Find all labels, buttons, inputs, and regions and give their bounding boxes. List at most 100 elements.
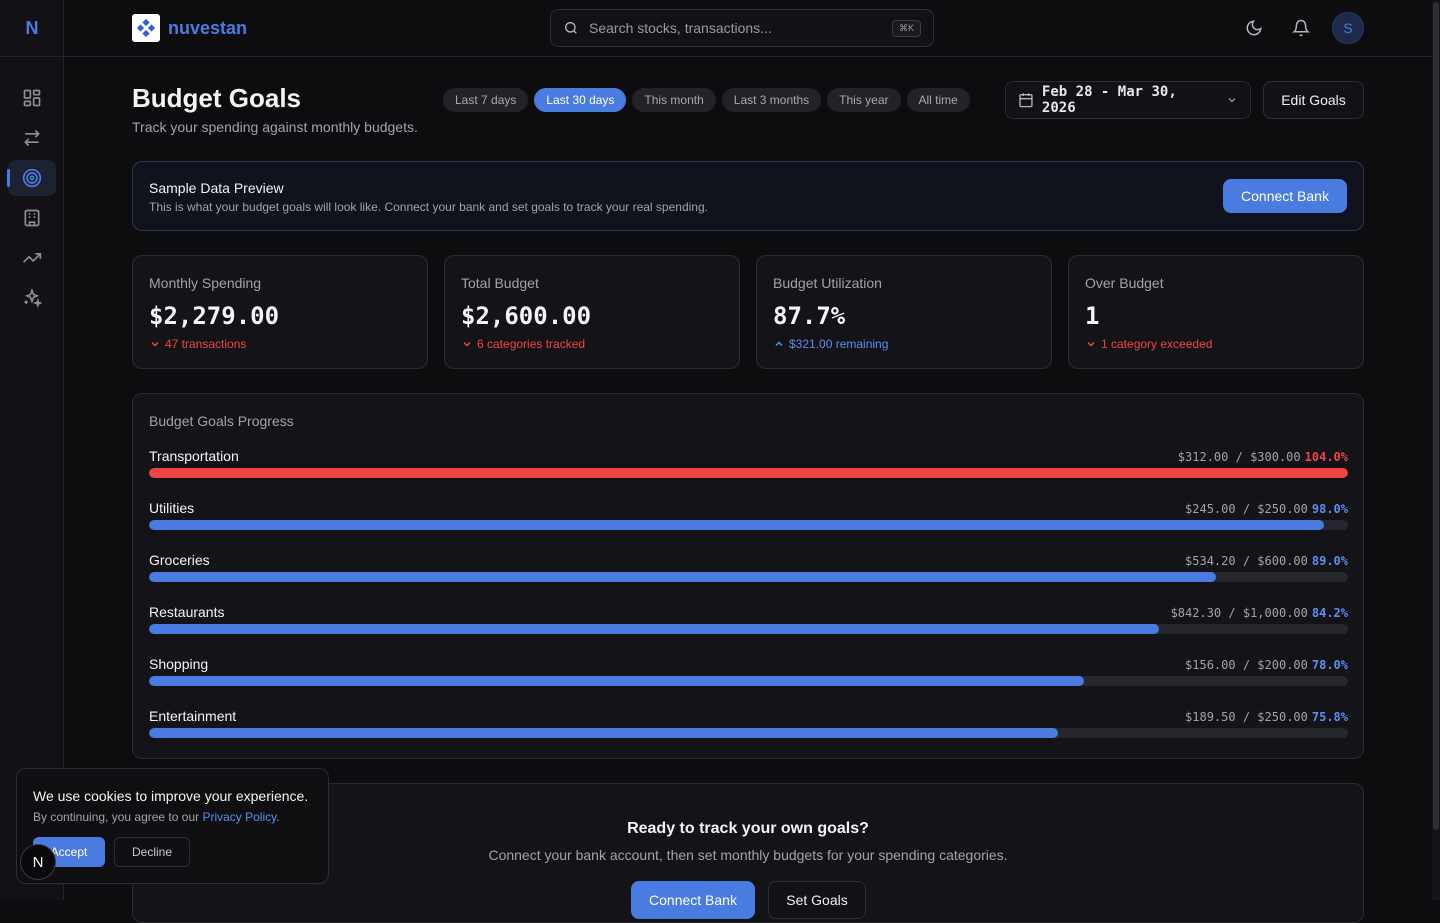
assistant-button[interactable]: N [20,844,56,880]
dashboard-icon [23,89,41,107]
goal-spent: $189.50 [1185,710,1236,724]
goal-amounts: $189.50 / $250.00 75.8% [1185,710,1348,724]
goal-percent: 98.0% [1311,502,1348,516]
stat-label: Monthly Spending [149,275,262,291]
transfer-icon [24,129,40,147]
goal-percent: 104.0% [1304,450,1348,464]
range-last-7-days[interactable]: Last 7 days [443,88,529,112]
progress-fill [149,676,1085,686]
sample-data-banner: Sample Data Preview This is what your bu… [132,161,1364,231]
brand-name: nuvestan [168,17,248,38]
stat-meta: 1 category exceeded [1085,337,1212,351]
goal-row: Utilities $245.00 / $250.00 98.0% [149,500,1348,540]
stat-label: Budget Utilization [773,275,882,291]
decline-cookies-button[interactable]: Decline [114,837,190,867]
edit-goals-button[interactable]: Edit Goals [1263,81,1364,119]
sidebar-item-dashboard[interactable] [8,80,56,116]
progress-fill [149,468,1348,478]
date-range-picker[interactable]: Feb 28 - Mar 30, 2026 [1005,81,1251,119]
chevron-down-icon [1228,98,1236,103]
rail-logo[interactable]: N [0,0,64,57]
range-last-30-days[interactable]: Last 30 days [534,88,627,112]
sidebar-item-accounts[interactable] [8,200,56,236]
avatar[interactable]: S [1332,12,1364,44]
brand[interactable]: nuvestan [132,14,247,42]
connect-bank-button[interactable]: Connect Bank [1223,179,1347,213]
cta-connect-bank-button[interactable]: Connect Bank [631,881,755,919]
stat-value: $2,600.00 [461,302,592,330]
goal-spent: $245.00 [1185,502,1236,516]
cta-title: Ready to track your own goals? [627,820,869,837]
chevron-down-icon [151,341,159,347]
set-goals-button[interactable]: Set Goals [768,881,866,919]
goal-percent: 75.8% [1311,710,1348,724]
progress-track [149,676,1348,686]
privacy-policy-link[interactable]: Privacy Policy [202,810,277,824]
banner-title: Sample Data Preview [149,180,284,196]
goal-name: Utilities [149,500,195,516]
stat-card-monthly-spending: Monthly Spending $2,279.00 47 transactio… [132,255,428,369]
goal-amounts: $534.20 / $600.00 89.0% [1185,554,1348,568]
stat-meta-text: $321.00 remaining [789,337,889,351]
goal-amounts: $156.00 / $200.00 78.0% [1185,658,1348,672]
goal-row: Shopping $156.00 / $200.00 78.0% [149,656,1348,696]
goal-name: Transportation [149,448,239,464]
trending-up-icon [23,253,42,263]
progress-fill [149,572,1217,582]
cookie-text-period: . [276,810,280,824]
banner-text: This is what your budget goals will look… [149,200,708,214]
stat-meta: 47 transactions [149,337,246,351]
goal-amounts: $245.00 / $250.00 98.0% [1185,502,1348,516]
notifications-button[interactable] [1287,14,1315,42]
stat-card-budget-utilization: Budget Utilization 87.7% $321.00 remaini… [756,255,1052,369]
stat-value: $2,279.00 [149,302,280,330]
theme-toggle-button[interactable] [1240,14,1268,42]
cookie-banner: We use cookies to improve your experienc… [16,768,329,884]
goal-budget: $250.00 [1257,502,1308,516]
progress-fill [149,520,1325,530]
page-title: Budget Goals [132,83,302,113]
stat-card-over-budget: Over Budget 1 1 category exceeded [1068,255,1364,369]
sidebar-item-transactions[interactable] [8,120,56,156]
sparkles-icon [24,288,42,308]
range-this-year[interactable]: This year [827,88,901,112]
panel-title: Budget Goals Progress [149,413,294,429]
range-last-3-months[interactable]: Last 3 months [721,88,822,112]
scrollbar-thumb[interactable] [1433,2,1439,830]
goal-spent: $156.00 [1185,658,1236,672]
page-subtitle: Track your spending against monthly budg… [132,119,418,135]
goal-name: Groceries [149,552,210,568]
search-bar[interactable]: ⌘K [550,9,934,47]
range-all-time[interactable]: All time [906,88,970,112]
stat-meta: 6 categories tracked [461,337,585,351]
stat-label: Over Budget [1085,275,1164,291]
search-icon [565,22,577,34]
stat-label: Total Budget [461,275,539,291]
brand-logo-icon [132,14,160,42]
stat-meta-text: 6 categories tracked [477,337,586,351]
stat-meta-text: 1 category exceeded [1101,337,1213,351]
page-scrollbar[interactable] [1432,0,1440,900]
goal-percent: 78.0% [1311,658,1348,672]
sidebar-item-goals[interactable] [7,160,56,196]
goal-amounts: $312.00 / $300.00 104.0% [1177,450,1348,464]
stat-meta-text: 47 transactions [165,337,247,351]
chevron-up-icon [775,341,783,347]
search-shortcut: ⌘K [891,19,921,37]
sidebar-item-insights[interactable] [8,280,56,316]
progress-fill [149,728,1058,738]
chevron-down-icon [463,341,471,347]
date-range-label: Feb 28 - Mar 30, 2026 [1041,84,1177,116]
stat-card-total-budget: Total Budget $2,600.00 6 categories trac… [444,255,740,369]
date-range-filters: Last 7 days Last 30 days This month Last… [443,88,970,112]
progress-track [149,468,1348,478]
cta-text: Connect your bank account, then set mont… [488,847,1008,863]
sidebar-item-investments[interactable] [8,240,56,276]
stat-value: 87.7% [773,302,846,330]
search-input[interactable] [589,20,882,36]
goal-spent: $312.00 [1177,450,1229,464]
budget-progress-panel: Budget Goals Progress Transportation $31… [132,393,1364,759]
top-bar: nuvestan ⌘K S [64,0,1440,57]
cookie-text: By continuing, you agree to our Privacy … [33,810,280,824]
range-this-month[interactable]: This month [632,88,716,112]
